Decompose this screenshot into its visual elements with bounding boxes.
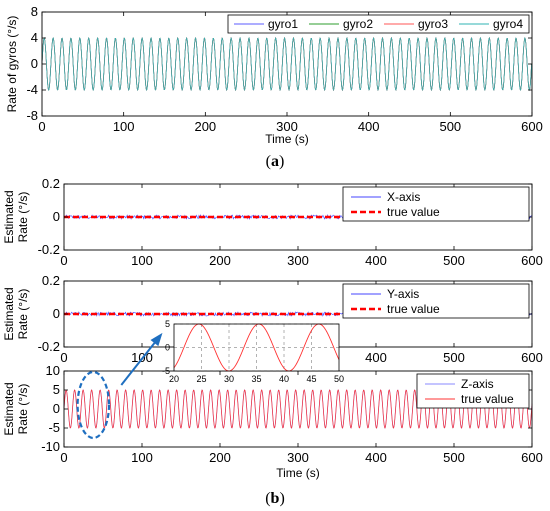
legend-entry: true value <box>387 205 440 219</box>
inset-y-tick-label: 0 <box>165 343 170 353</box>
caption-a: (a) <box>266 153 285 170</box>
x-tick-label: 600 <box>521 450 543 465</box>
x-tick-label: 500 <box>443 350 465 365</box>
x-tick-label: 400 <box>365 350 387 365</box>
inset-x-tick-label: 25 <box>196 374 206 384</box>
x-tick-label: 0 <box>60 350 67 365</box>
x-tick-label: 0 <box>60 450 67 465</box>
y-tick-label: 0 <box>53 306 60 321</box>
x-tick-label: 600 <box>521 350 543 365</box>
y-axis-label-line2: Rate (°/s) <box>16 192 30 243</box>
zoom-arrow-line <box>120 335 161 386</box>
x-tick-label: 400 <box>365 253 387 268</box>
legend-box <box>342 283 530 319</box>
inset-series-line <box>173 323 340 372</box>
y-tick-label: 5 <box>53 382 60 397</box>
gyros-chart-series <box>41 36 532 92</box>
y-tick-label: -5 <box>48 420 60 435</box>
inset-x-tick-label: 45 <box>306 374 316 384</box>
inset-y-tick-label: -5 <box>162 366 170 376</box>
legend-entry: Z-axis <box>461 377 494 391</box>
y-tick-label: 4 <box>31 30 38 45</box>
inset-y-tick-label: 5 <box>165 319 170 329</box>
x-tick-label: 100 <box>131 253 153 268</box>
x-tick-label: 0 <box>60 253 67 268</box>
x-tick-label: 200 <box>209 253 231 268</box>
x-tick-label: 300 <box>276 119 298 134</box>
plot-frame <box>63 183 533 251</box>
x-tick-label: 600 <box>521 253 543 268</box>
y-tick-label: -0.2 <box>38 339 60 354</box>
legend-entry: gyro3 <box>418 17 448 31</box>
caption-b: (b) <box>265 490 285 507</box>
y-axis-label-line1: Estimated <box>2 287 16 340</box>
inset-x-tick-label: 40 <box>279 374 289 384</box>
inset-x-tick-label: 30 <box>224 374 234 384</box>
z-axis-chart-series <box>63 389 533 429</box>
y-tick-label: 0 <box>31 56 38 71</box>
x-tick-label: 100 <box>113 119 135 134</box>
legend-entry: gyro2 <box>343 17 373 31</box>
y-tick-label: 0.2 <box>42 176 60 191</box>
legend-box <box>342 186 530 222</box>
y-tick-label: -8 <box>26 108 38 123</box>
inset-x-tick-label: 20 <box>169 374 179 384</box>
legend-entry: gyro4 <box>493 17 523 31</box>
inset-x-tick-label: 35 <box>251 374 261 384</box>
y-tick-label: 0.2 <box>42 273 60 288</box>
y-axis-label-line2: Rate (°/s) <box>16 289 30 340</box>
x-tick-label: 500 <box>443 450 465 465</box>
x-tick-label: 500 <box>443 253 465 268</box>
x-tick-label: 600 <box>521 119 543 134</box>
series-line-gyro4 <box>41 36 532 92</box>
inset-x-tick-label: 50 <box>334 374 344 384</box>
y-tick-label: 8 <box>31 4 38 19</box>
x-tick-label: 300 <box>287 253 309 268</box>
y-tick-label: 0 <box>53 209 60 224</box>
gyros-legend: gyro1 gyro2 gyro3 gyro4 <box>227 14 530 34</box>
inset-chart: 20 25 30 35 40 45 50 -5 0 5 <box>162 319 344 384</box>
x-tick-label: 200 <box>194 119 216 134</box>
legend-entry: Y-axis <box>387 287 419 301</box>
x-tick-label: 100 <box>131 450 153 465</box>
x-tick-label: 500 <box>439 119 461 134</box>
legend-box <box>416 373 530 409</box>
x-tick-label: 200 <box>209 450 231 465</box>
x-tick-label: 400 <box>358 119 380 134</box>
legend-entry: gyro1 <box>268 17 298 31</box>
y-tick-label: 0 <box>53 401 60 416</box>
plot-frame <box>41 11 533 117</box>
zoom-arrow-head <box>150 332 163 347</box>
inset-frame <box>173 323 340 372</box>
legend-entry: X-axis <box>387 190 420 204</box>
highlight-ellipse <box>76 370 111 440</box>
x-tick-label: 400 <box>365 450 387 465</box>
x-tick-label: 300 <box>287 450 309 465</box>
x-axis-label: Time (s) <box>276 466 320 480</box>
y-axis-label-line2: Rate (°/s) <box>16 384 30 435</box>
legend-entry: true value <box>461 392 514 406</box>
legend-entry: true value <box>387 302 440 316</box>
legend-box <box>227 14 530 34</box>
y-axis-label-line1: Estimated <box>2 190 16 243</box>
y-axis-label-line1: Estimated <box>2 382 16 435</box>
y-tick-label: -0.2 <box>38 242 60 257</box>
y-tick-label: -10 <box>41 439 60 454</box>
y-tick-label: 10 <box>46 363 60 378</box>
x-tick-label: 0 <box>38 119 45 134</box>
y-tick-label: -4 <box>26 82 38 97</box>
series-line-true-value <box>63 389 533 429</box>
y-axis-label: Rate of gyros (°/s) <box>5 16 19 113</box>
x-axis-label: Time (s) <box>265 132 309 146</box>
